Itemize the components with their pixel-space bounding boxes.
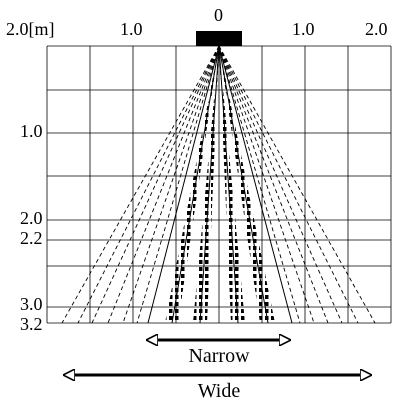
dashed-ray-8	[218, 45, 329, 324]
narrow-label: Narrow	[188, 345, 250, 367]
depth-label-3-2: 3.2	[20, 314, 43, 334]
solid-ray-1	[171, 45, 220, 324]
solid-ray-4	[218, 45, 269, 324]
dashed-ray-2	[91, 45, 220, 324]
narrow-beam-0	[165, 46, 219, 323]
narrow-beams	[165, 46, 275, 323]
dashed-ray-9	[218, 45, 343, 324]
narrow-beam-outline	[147, 45, 293, 324]
dashed-ray-6	[218, 45, 301, 324]
wide-beams	[61, 45, 376, 324]
grid	[46, 45, 392, 324]
solid-ray-0	[147, 45, 220, 324]
dashed-ray-5	[136, 45, 220, 324]
narrow-beam-1	[193, 46, 219, 323]
top-label-zero: 0	[214, 5, 223, 25]
solid-ray-5	[218, 45, 293, 324]
solid-ray-2	[199, 45, 220, 324]
wide-label: Wide	[198, 380, 241, 402]
dashed-ray-11	[218, 45, 376, 324]
units-label: 2.0[m]	[6, 19, 55, 39]
solid-ray-3	[218, 45, 239, 324]
depth-label-2-0: 2.0	[20, 208, 43, 228]
narrow-beam-2	[219, 46, 245, 323]
narrow-beam-3	[219, 46, 275, 323]
dashed-ray-10	[218, 45, 359, 324]
depth-label-2-2: 2.2	[20, 228, 43, 248]
dashed-ray-1	[77, 45, 220, 324]
dashed-ray-3	[107, 45, 220, 324]
sensor-block-icon	[196, 31, 242, 46]
depth-label-1-0: 1.0	[20, 121, 43, 141]
depth-label-3-0: 3.0	[20, 294, 43, 314]
top-label-right-1: 1.0	[292, 19, 315, 39]
top-label-right-2: 2.0	[365, 19, 388, 39]
top-label-left-1: 1.0	[120, 19, 143, 39]
